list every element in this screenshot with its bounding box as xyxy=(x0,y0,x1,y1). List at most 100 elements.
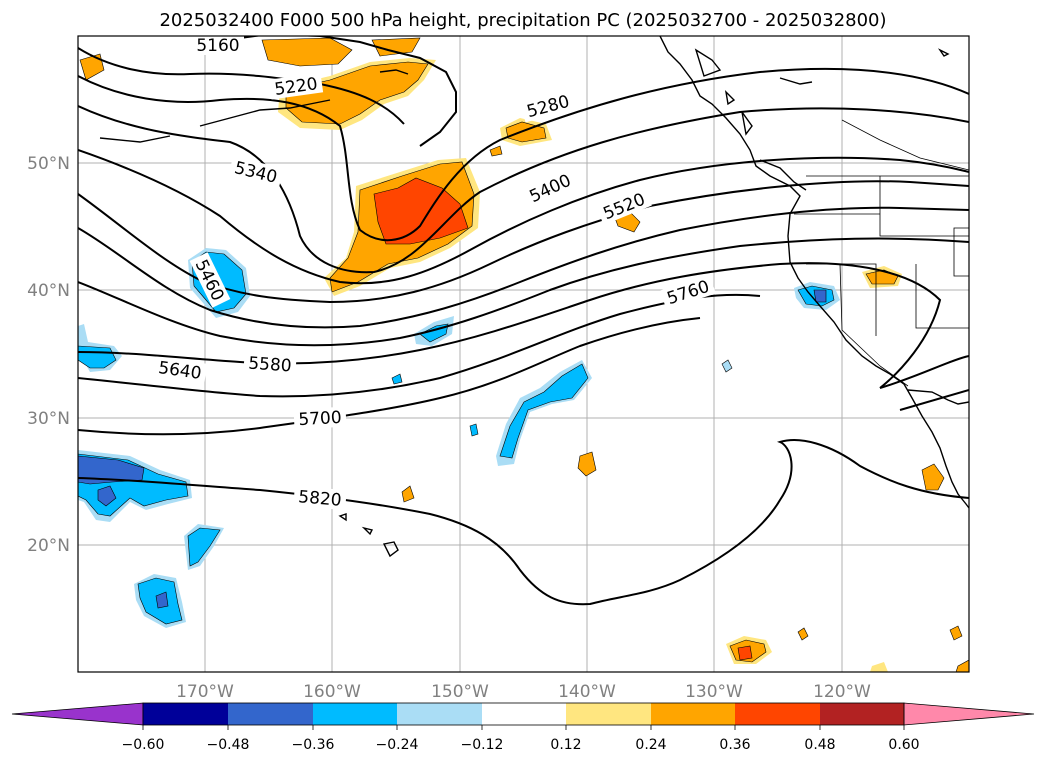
precip-area xyxy=(187,527,221,567)
colorbar-segment xyxy=(143,703,228,725)
precip-area xyxy=(737,645,753,661)
contour-label-5700: 5700 xyxy=(298,408,342,430)
height-contour xyxy=(78,47,405,125)
puget-sound-coast xyxy=(759,159,807,191)
colorbar-segment xyxy=(313,703,397,725)
height-contour xyxy=(78,149,969,285)
colorbar-tick-label: −0.48 xyxy=(207,737,250,753)
colorbar-tick-label: −0.12 xyxy=(461,737,504,753)
contour-label-bg xyxy=(596,186,652,226)
colorbar-tick-label: −0.60 xyxy=(122,737,165,753)
lat-tick-labels: 50°N 40°N 30°N 20°N xyxy=(27,154,70,556)
border-line xyxy=(953,227,969,277)
lon-tick-labels: 170°W 160°W 150°W 140°W 130°W 120°W xyxy=(176,682,871,702)
contour-label-bg xyxy=(228,156,284,188)
contour-label-bg xyxy=(152,356,208,384)
colorbar-segment xyxy=(228,703,313,725)
island xyxy=(937,48,950,57)
aleutian-islands xyxy=(99,135,171,143)
colorbar-tick-labels: −0.60 −0.48 −0.36 −0.24 −0.12 0.12 0.24 … xyxy=(122,737,920,753)
lon-label-150w: 150°W xyxy=(431,682,489,702)
height-contour xyxy=(78,317,701,436)
alaska-islands xyxy=(694,48,753,136)
precip-area xyxy=(499,363,589,459)
lat-label-50n: 50°N xyxy=(27,154,70,174)
colorbar-segment xyxy=(482,703,566,725)
colorbar-tick-label: 0.36 xyxy=(719,737,750,753)
border-line xyxy=(841,119,969,171)
precip-area xyxy=(955,659,969,672)
lon-label-160w: 160°W xyxy=(303,682,361,702)
height-contour xyxy=(78,105,969,274)
precip-area xyxy=(797,627,809,641)
contour-label-bg xyxy=(268,72,324,100)
colorbar: −0.60 −0.48 −0.36 −0.24 −0.12 0.12 0.24 … xyxy=(11,702,1035,753)
precip-area xyxy=(921,463,945,491)
height-contour xyxy=(78,262,942,389)
colorbar-extend-max xyxy=(903,702,1035,726)
colorbar-tick-label: 0.60 xyxy=(888,737,919,753)
height-contour xyxy=(78,67,969,242)
lat-label-30n: 30°N xyxy=(27,409,70,429)
lat-label-40n: 40°N xyxy=(27,281,70,301)
precip-area xyxy=(155,591,169,609)
colorbar-segment xyxy=(397,703,482,725)
contour-label-bg xyxy=(243,352,297,376)
precip-area xyxy=(721,359,733,373)
precip-area xyxy=(371,37,421,57)
lat-label-20n: 20°N xyxy=(27,536,70,556)
precip-area xyxy=(469,423,479,437)
contour-label-bg xyxy=(660,274,716,310)
precip-area xyxy=(577,451,597,477)
precip-area xyxy=(813,289,827,303)
contour-label-bg xyxy=(192,36,244,55)
contour-label-5160: 5160 xyxy=(196,36,239,56)
height-contour xyxy=(899,389,969,411)
north-america-coast xyxy=(659,36,969,509)
precip-negative xyxy=(78,248,840,628)
figure-title: 2025032400 F000 500 hPa height, precipit… xyxy=(159,10,886,31)
precip-area xyxy=(489,145,503,157)
map-frame xyxy=(77,35,970,673)
colorbar-ticks xyxy=(142,725,905,730)
hawaii-islands xyxy=(338,513,399,558)
colorbar-tick-label: −0.36 xyxy=(292,737,335,753)
colorbar-tick-label: 0.12 xyxy=(550,737,581,753)
lon-label-140w: 140°W xyxy=(558,682,616,702)
colorbar-tick-label: 0.24 xyxy=(635,737,666,753)
height-contours xyxy=(78,36,969,606)
height-contour xyxy=(78,180,969,304)
baja-coast xyxy=(907,389,969,405)
height-contour xyxy=(78,237,969,347)
map-panel: 5160 5220 5280 5340 5400 5460 5520 5580 … xyxy=(27,35,970,702)
precip-area xyxy=(401,485,415,503)
colorbar-outline xyxy=(142,702,905,726)
precip-area xyxy=(97,485,117,507)
precip-area xyxy=(870,662,888,672)
contour-label-5580: 5580 xyxy=(248,354,293,377)
height-contour xyxy=(879,355,969,389)
inland-lake xyxy=(779,77,813,85)
height-contour xyxy=(78,293,761,398)
colorbar-segment xyxy=(735,703,820,725)
colorbar-segment xyxy=(566,703,651,725)
precip-area xyxy=(391,373,403,385)
colorbar-tick-label: −0.24 xyxy=(376,737,419,753)
height-contour xyxy=(209,36,457,147)
precip-area xyxy=(949,625,963,641)
contour-label-5820: 5820 xyxy=(297,487,342,511)
precip-area xyxy=(373,177,469,245)
aleutian-islands xyxy=(199,99,331,127)
border-line xyxy=(915,264,969,329)
colorbar-segment xyxy=(651,703,735,725)
colorbar-extend-min xyxy=(11,702,144,726)
lon-label-120w: 120°W xyxy=(813,682,871,702)
contour-label-bg xyxy=(522,167,578,209)
contour-label-bg xyxy=(189,252,231,308)
lon-label-130w: 130°W xyxy=(685,682,743,702)
alaska-coast xyxy=(379,69,409,75)
height-contour xyxy=(78,206,969,329)
colorbar-segment xyxy=(820,703,904,725)
lon-label-170w: 170°W xyxy=(176,682,234,702)
